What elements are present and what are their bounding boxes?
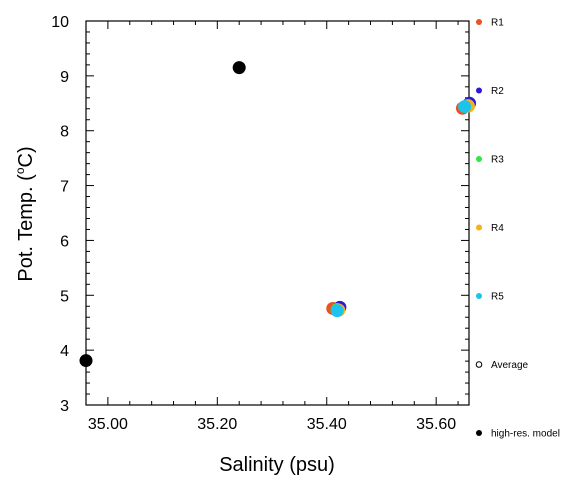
data-point-r5: [330, 304, 344, 318]
legend-marker-r3: [476, 156, 482, 162]
ticks-layer: 35.00 35.20 35.40 35.60 3 4 5 6 7 8 9 10: [51, 14, 469, 433]
legend-label-r5: R5: [491, 292, 504, 303]
y-tick-label: 8: [60, 124, 69, 141]
x-tick-label: 35.40: [307, 416, 347, 433]
plot-frame-layer: [85, 20, 470, 406]
legend-marker-high-res-model: [476, 430, 482, 436]
y-tick-label: 10: [51, 14, 69, 31]
legend-label-high-res-model: high-res. model: [491, 429, 560, 440]
legend-marker-r1: [476, 19, 482, 25]
data-point-high-res-model: [79, 354, 93, 368]
x-tick-label: 35.20: [197, 416, 237, 433]
x-tick-label: 35.00: [88, 416, 128, 433]
x-axis-label: Salinity (psu): [219, 454, 335, 476]
legend-label-average: Average: [491, 360, 529, 371]
legend-label-r2: R2: [491, 86, 504, 97]
legend-label-r3: R3: [491, 155, 504, 166]
legend-marker-r2: [476, 87, 482, 94]
data-point-r5: [458, 100, 472, 114]
y-tick-label: 7: [60, 179, 69, 196]
y-axis-label: Pot. Temp. (oC): [13, 146, 37, 281]
y-axis-label-unit: C): [15, 146, 37, 167]
legend-label-r4: R4: [491, 223, 504, 234]
legend-label-r1: R1: [491, 18, 504, 29]
y-axis-label-text: Pot. Temp. (: [15, 174, 37, 282]
y-tick-label: 4: [60, 343, 69, 360]
legend-marker-r4: [476, 224, 482, 231]
y-tick-label: 6: [60, 233, 69, 250]
y-axis-label-unit-superscript: o: [13, 167, 27, 174]
plot-frame: [85, 20, 470, 406]
legend-layer: R1 R2 R3 R4 R5 Average high-res. model: [475, 18, 560, 440]
points-layer: [79, 61, 477, 368]
y-tick-label: 9: [60, 69, 69, 86]
x-tick-label: 35.60: [416, 416, 456, 433]
data-point-high-res-model: [232, 61, 246, 75]
legend-marker-r5: [476, 293, 482, 299]
legend-marker-average: [475, 361, 483, 368]
y-tick-label: 5: [60, 288, 69, 305]
y-tick-label: 3: [60, 398, 69, 415]
